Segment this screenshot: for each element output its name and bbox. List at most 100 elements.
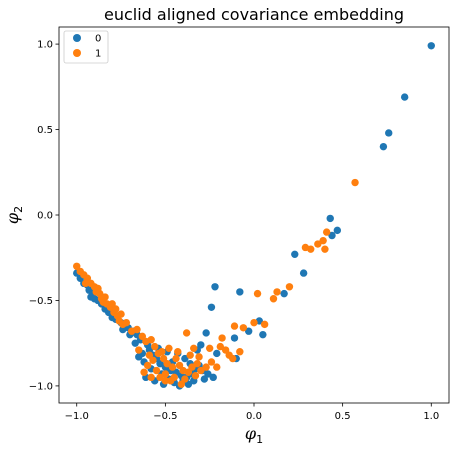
point-series-1-2 [319,236,327,245]
point-series-1-79 [190,344,198,353]
point-series-0-17 [207,303,216,311]
point-series-1-57 [197,366,205,375]
point-series-1-76 [145,351,154,359]
point-series-1-58 [202,363,210,371]
point-series-1-78 [161,377,170,385]
x-tick-label: −0.5 [153,411,177,422]
legend-marker-0 [73,34,81,42]
point-series-0-81 [119,325,127,334]
point-series-0-0 [427,42,435,50]
y-tick-label: −0.5 [29,296,53,307]
point-series-1-19 [218,334,226,342]
point-series-1-59 [191,371,200,380]
point-series-1-22 [182,329,191,337]
legend-label-0: 0 [95,34,101,45]
point-series-1-70 [195,353,203,361]
point-series-1-6 [301,243,310,252]
y-tick-label: 0.5 [37,125,53,136]
series-1 [73,178,359,388]
point-series-1-42 [133,325,141,334]
legend: 0 1 [63,30,109,64]
point-series-0-42 [131,339,139,347]
point-series-1-56 [193,359,201,368]
point-series-0-8 [291,250,299,259]
point-series-1-18 [236,348,244,356]
point-series-0-18 [213,349,221,358]
y-tick-label: −1.0 [29,381,53,392]
point-series-0-79 [200,375,209,383]
point-series-0-66 [181,354,189,363]
legend-box [63,30,109,64]
point-series-1-49 [163,359,171,368]
y-axis-label: φ2 [3,206,25,224]
point-series-1-71 [166,377,175,385]
point-series-1-86 [117,310,125,318]
x-axis-label-symbol: φ [245,424,257,443]
point-series-0-4 [333,226,342,235]
x-tick-label: 0.0 [246,411,262,422]
x-tick-label: 0.5 [335,411,351,422]
point-series-1-83 [101,293,109,301]
point-series-1-64 [143,361,152,370]
legend-label-1: 1 [95,49,101,60]
point-series-0-13 [236,288,244,296]
point-series-1-11 [250,318,258,327]
point-series-1-27 [81,279,90,288]
point-series-1-46 [151,342,159,351]
point-series-1-9 [269,295,278,303]
point-series-0-9 [280,289,288,298]
point-series-0-2 [385,129,393,137]
point-series-1-63 [152,366,161,375]
point-series-0-6 [328,231,336,240]
point-series-0-15 [230,334,239,342]
point-series-1-80 [207,358,216,366]
point-series-0-19 [202,329,210,337]
point-series-1-85 [112,305,120,313]
point-series-1-13 [239,324,248,332]
point-series-1-75 [135,346,143,354]
point-series-1-55 [188,363,196,371]
point-series-0-73 [135,353,143,361]
point-series-1-72 [156,373,164,382]
point-series-1-66 [158,348,166,356]
points-layer [73,42,435,390]
x-tick-label: −1.0 [65,411,89,422]
point-series-1-3 [314,240,322,248]
point-series-1-10 [260,320,269,329]
point-series-0-3 [379,142,388,151]
point-series-0-16 [211,283,219,291]
y-axis-label-subscript: 2 [12,206,25,213]
x-axis-label: φ1 [245,424,263,446]
x-tick-label: 1.0 [423,411,439,422]
y-axis: −1.0 −0.5 0.0 0.5 1.0 [29,40,59,392]
point-series-1-21 [205,344,214,353]
point-series-1-67 [165,344,173,353]
point-series-1-51 [172,354,180,363]
point-series-1-69 [186,351,194,359]
point-series-1-14 [230,322,239,330]
y-tick-label: 0.0 [37,211,53,222]
y-tick-label: 1.0 [37,40,53,51]
point-series-1-77 [147,373,155,382]
point-series-1-0 [351,178,359,187]
chart-title: euclid aligned covariance embedding [104,5,404,24]
point-series-1-7 [285,283,294,291]
point-series-0-12 [244,327,253,335]
legend-marker-1 [73,49,81,57]
point-series-1-4 [321,245,329,253]
point-series-1-74 [140,368,148,376]
point-series-1-81 [213,363,221,371]
point-series-0-1 [400,93,409,101]
point-series-0-7 [299,269,308,277]
point-series-1-40 [122,318,131,327]
point-series-1-62 [161,370,170,378]
point-series-1-50 [168,363,177,371]
point-series-1-73 [177,380,186,388]
point-series-1-20 [216,342,225,351]
point-series-1-1 [322,228,331,236]
x-axis: −1.0 −0.5 0.0 0.5 1.0 [65,403,439,422]
point-series-1-84 [94,284,102,293]
